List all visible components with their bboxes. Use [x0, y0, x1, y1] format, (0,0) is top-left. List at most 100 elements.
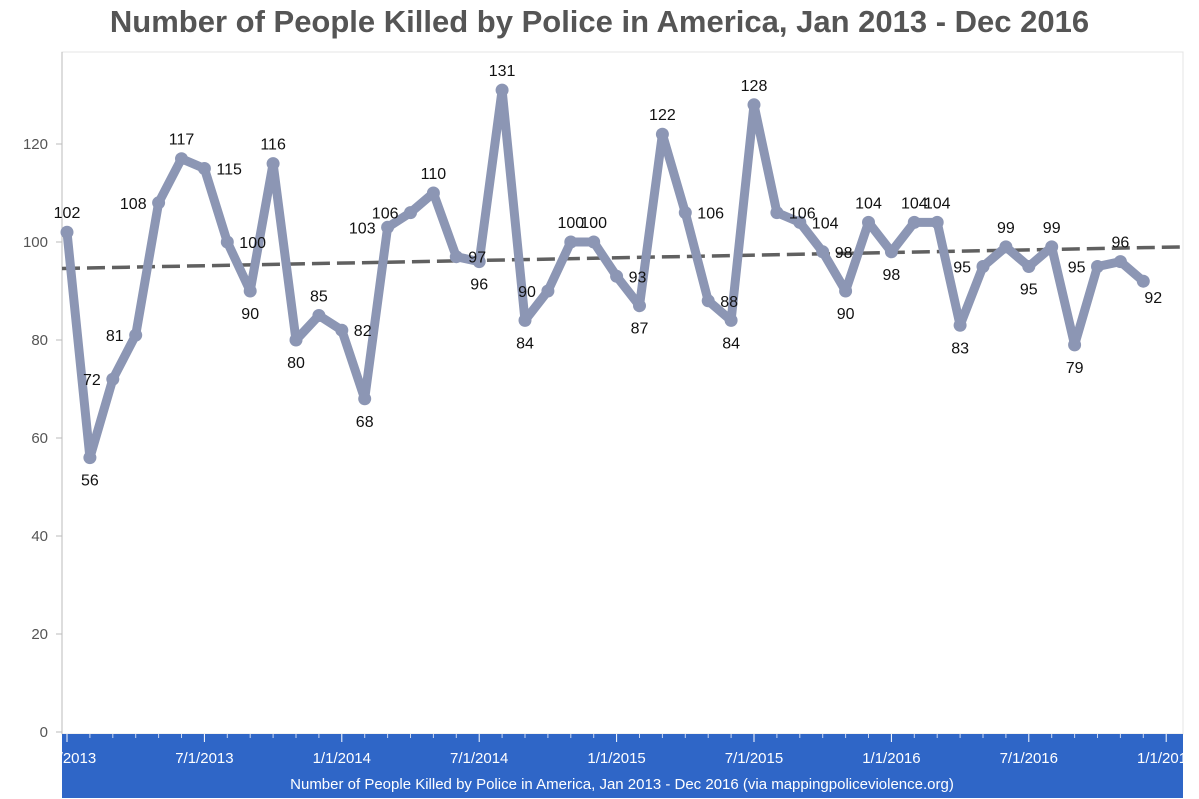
data-point: [175, 152, 188, 166]
data-point: [976, 260, 990, 273]
data-point: [587, 235, 601, 249]
data-point: [335, 323, 349, 337]
x-tick-label: 1/1/2017: [1137, 750, 1195, 767]
x-axis-band: [62, 734, 1183, 798]
data-label: 95: [953, 260, 971, 277]
data-point: [472, 255, 486, 269]
x-tick-label: 1/1/2013: [38, 750, 96, 767]
data-point: [724, 313, 738, 327]
data-label: 100: [580, 215, 607, 232]
data-label: 98: [883, 267, 901, 284]
data-point: [83, 451, 97, 465]
y-tick-label: 120: [23, 136, 48, 153]
data-point: [1136, 274, 1150, 288]
data-label: 88: [720, 294, 738, 311]
data-point: [770, 206, 784, 220]
data-label: 110: [421, 166, 447, 183]
data-point: [243, 284, 257, 298]
data-label: 96: [470, 277, 488, 294]
data-point: [999, 240, 1013, 254]
data-point: [266, 157, 280, 171]
data-label: 98: [835, 245, 853, 262]
x-tick-label: 7/1/2013: [175, 750, 233, 767]
data-label: 128: [741, 78, 768, 95]
x-tick-label: 1/1/2014: [313, 750, 371, 767]
data-point: [197, 162, 211, 175]
data-point: [289, 333, 303, 347]
chart-title: Number of People Killed by Police in Ame…: [109, 4, 1090, 39]
data-point: [358, 392, 372, 406]
data-label: 79: [1066, 360, 1084, 377]
plot-frame: [61, 51, 1184, 735]
data-point: [1045, 240, 1059, 254]
data-point: [655, 127, 669, 141]
data-label: 95: [1020, 282, 1038, 299]
data-label: 131: [489, 63, 516, 80]
x-tick-label: 7/1/2014: [450, 750, 508, 767]
data-label: 90: [241, 306, 259, 323]
data-label: 99: [1043, 220, 1061, 237]
data-point: [953, 318, 967, 332]
data-label: 84: [516, 335, 534, 352]
data-label: 72: [83, 372, 101, 389]
data-label: 122: [649, 107, 676, 124]
x-axis-title: Number of People Killed by Police in Ame…: [290, 776, 954, 793]
x-tick-label: 1/1/2016: [862, 750, 920, 767]
data-point: [633, 299, 646, 313]
data-point: [862, 215, 875, 229]
data-point: [610, 269, 624, 283]
data-label: 81: [106, 328, 124, 345]
data-point: [404, 206, 417, 220]
data-label: 108: [120, 196, 147, 213]
data-point: [747, 98, 761, 112]
data-label: 104: [855, 195, 882, 212]
data-label: 87: [631, 321, 649, 338]
data-label: 116: [260, 137, 286, 154]
data-point: [60, 225, 74, 239]
data-label: 93: [629, 269, 647, 286]
data-label: 104: [901, 195, 928, 212]
data-point: [930, 215, 944, 229]
data-labels: 1025672811081171151009011680858268103106…: [54, 63, 1163, 490]
data-label: 92: [1144, 290, 1162, 307]
y-tick-label: 80: [31, 332, 48, 349]
data-label: 90: [837, 306, 855, 323]
data-point: [381, 220, 395, 234]
data-point: [1091, 260, 1104, 273]
data-point: [816, 245, 830, 259]
series-line: [62, 85, 1148, 463]
data-point: [907, 215, 921, 229]
data-point: [1068, 338, 1082, 352]
data-label: 99: [997, 220, 1015, 237]
data-label: 90: [518, 284, 536, 301]
x-axis: 1/1/2013 7/1/2013 1/1/2014 7/1/2014 1/1/2015…: [38, 734, 1195, 767]
data-label: 102: [54, 205, 81, 222]
data-label: 106: [697, 206, 724, 223]
data-point: [678, 206, 692, 220]
data-point: [564, 235, 578, 249]
data-point: [1113, 255, 1127, 269]
data-label: 96: [1112, 235, 1130, 252]
data-points: [60, 83, 1150, 465]
data-label: 68: [356, 414, 374, 431]
data-label: 106: [789, 206, 816, 223]
x-tick-label: 7/1/2016: [1000, 750, 1058, 767]
y-axis: 0 20 40 60 80 100 120: [23, 52, 63, 741]
data-label: 104: [924, 195, 951, 212]
data-label: 82: [354, 323, 372, 340]
data-label: 56: [81, 473, 99, 490]
data-label: 103: [349, 220, 376, 237]
data-label: 104: [812, 215, 839, 232]
y-tick-label: 60: [31, 430, 48, 447]
data-point: [449, 250, 463, 264]
data-point: [701, 294, 715, 308]
x-tick-label: 7/1/2015: [725, 750, 783, 767]
y-tick-label: 20: [31, 626, 48, 643]
y-tick-label: 40: [31, 528, 48, 545]
data-point: [839, 284, 853, 298]
data-point: [152, 196, 166, 210]
data-point: [884, 245, 898, 259]
data-point: [518, 313, 532, 327]
x-tick-label: 1/1/2015: [587, 750, 645, 767]
